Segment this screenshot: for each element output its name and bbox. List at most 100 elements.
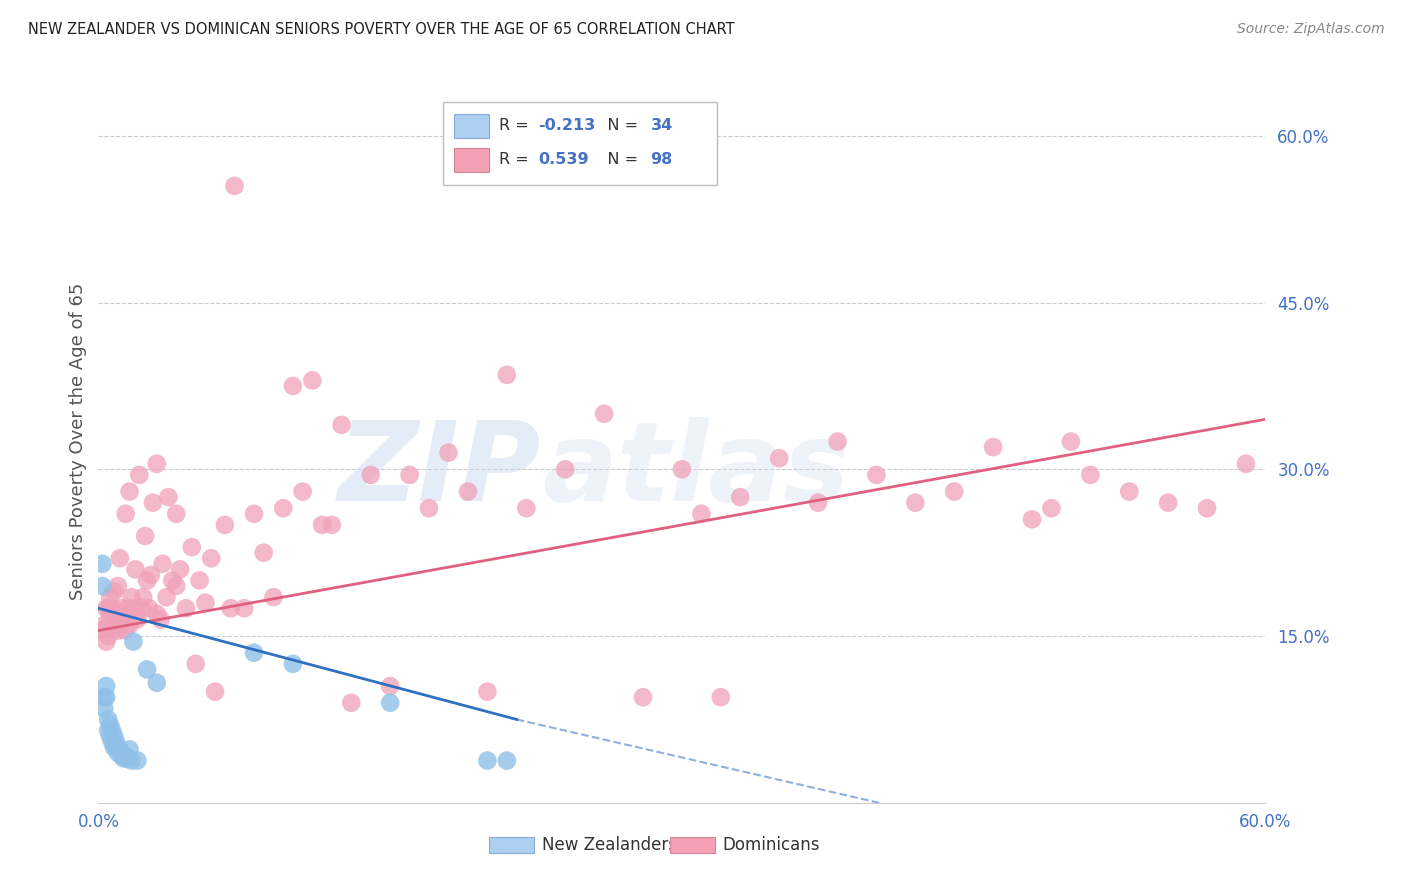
Point: [188, 574, 211, 588]
Point: [437, 445, 460, 459]
Point: [554, 462, 576, 476]
FancyBboxPatch shape: [454, 114, 489, 138]
Point: [146, 457, 169, 471]
Point: [118, 484, 141, 499]
Point: [97, 601, 120, 615]
Point: [132, 590, 155, 604]
Point: [128, 467, 150, 482]
Point: [690, 507, 713, 521]
FancyBboxPatch shape: [671, 838, 714, 854]
Point: [1118, 484, 1140, 499]
Point: [827, 434, 849, 449]
Point: [807, 496, 830, 510]
Point: [477, 754, 499, 768]
Point: [104, 740, 127, 755]
Point: [253, 546, 276, 560]
Text: ZIP: ZIP: [339, 417, 541, 524]
Point: [398, 467, 420, 482]
Point: [129, 601, 152, 615]
Point: [271, 501, 294, 516]
Point: [139, 568, 162, 582]
Point: [104, 734, 127, 748]
Point: [301, 373, 323, 387]
Point: [114, 624, 136, 638]
Point: [380, 679, 402, 693]
Point: [96, 679, 118, 693]
Point: [360, 467, 382, 482]
Point: [107, 740, 129, 755]
Point: [124, 562, 146, 576]
Text: NEW ZEALANDER VS DOMINICAN SENIORS POVERTY OVER THE AGE OF 65 CORRELATION CHART: NEW ZEALANDER VS DOMINICAN SENIORS POVER…: [28, 22, 735, 37]
Point: [98, 612, 121, 626]
Point: [152, 557, 174, 571]
Text: N =: N =: [592, 153, 644, 168]
Point: [103, 729, 125, 743]
Point: [1040, 501, 1063, 516]
Point: [243, 507, 266, 521]
Point: [380, 696, 402, 710]
Point: [91, 624, 114, 638]
Point: [103, 584, 125, 599]
Point: [200, 551, 222, 566]
Point: [180, 540, 202, 554]
Point: [291, 484, 314, 499]
Point: [233, 601, 256, 615]
Point: [768, 451, 790, 466]
Point: [108, 551, 131, 566]
Point: [515, 501, 537, 516]
Point: [138, 601, 160, 615]
Point: [101, 723, 124, 738]
Point: [981, 440, 1004, 454]
Point: [149, 612, 172, 626]
Point: [108, 742, 131, 756]
Point: [118, 742, 141, 756]
Point: [330, 417, 353, 432]
Point: [91, 557, 114, 571]
Point: [136, 662, 159, 676]
Point: [224, 178, 246, 193]
Point: [91, 579, 114, 593]
Text: N =: N =: [592, 119, 644, 133]
Point: [281, 379, 304, 393]
Point: [134, 529, 156, 543]
Point: [496, 368, 519, 382]
Point: [97, 629, 120, 643]
Text: Source: ZipAtlas.com: Source: ZipAtlas.com: [1237, 22, 1385, 37]
Point: [93, 701, 115, 715]
Point: [98, 590, 121, 604]
Point: [96, 634, 118, 648]
Point: [108, 618, 131, 632]
Point: [311, 517, 333, 532]
Point: [321, 517, 343, 532]
Point: [101, 601, 124, 615]
Point: [111, 749, 134, 764]
Point: [165, 579, 187, 593]
Point: [165, 507, 187, 521]
Point: [1234, 457, 1257, 471]
Point: [98, 729, 121, 743]
Point: [281, 657, 304, 671]
Point: [496, 754, 519, 768]
Point: [214, 517, 236, 532]
Text: 34: 34: [651, 119, 672, 133]
Point: [184, 657, 207, 671]
Point: [98, 718, 121, 732]
Text: Dominicans: Dominicans: [723, 837, 820, 855]
Text: 0.539: 0.539: [538, 153, 589, 168]
Point: [457, 484, 479, 499]
Point: [194, 596, 217, 610]
Point: [671, 462, 693, 476]
Point: [111, 601, 134, 615]
Point: [169, 562, 191, 576]
Point: [122, 601, 145, 615]
Point: [112, 751, 135, 765]
Point: [174, 601, 197, 615]
Point: [107, 624, 129, 638]
Text: New Zealanders: New Zealanders: [541, 837, 676, 855]
Y-axis label: Seniors Poverty Over the Age of 65: Seniors Poverty Over the Age of 65: [69, 283, 87, 600]
Point: [93, 690, 115, 705]
Point: [204, 684, 226, 698]
Point: [142, 496, 165, 510]
Text: R =: R =: [499, 153, 533, 168]
Point: [117, 601, 139, 615]
